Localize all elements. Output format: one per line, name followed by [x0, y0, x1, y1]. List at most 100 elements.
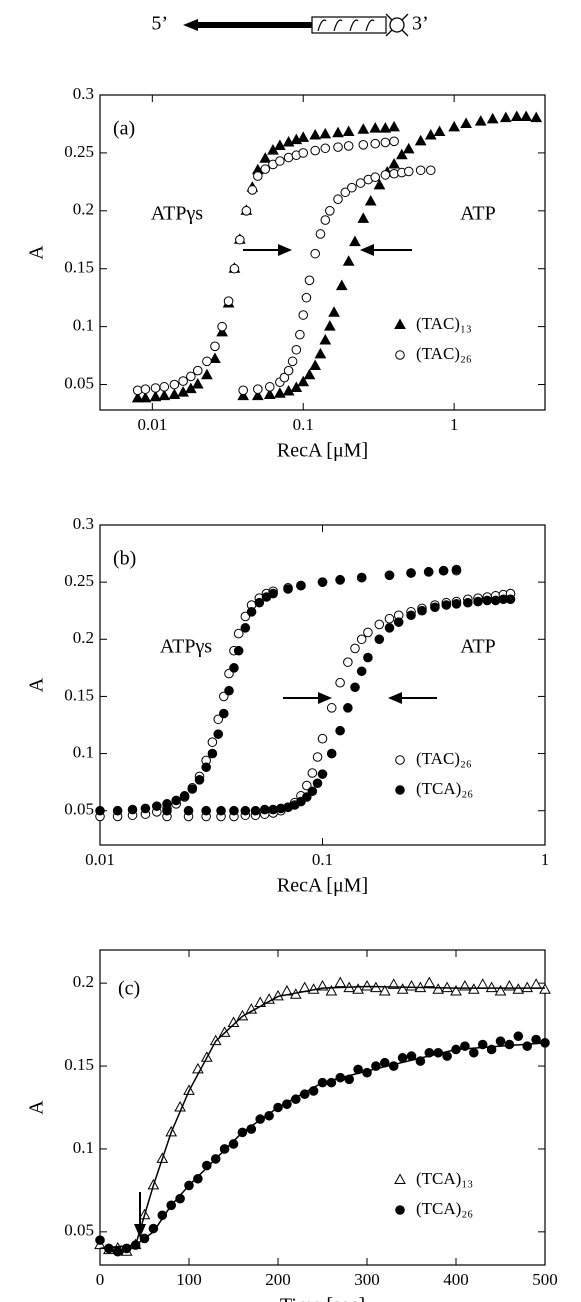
circle-marker [132, 385, 143, 396]
circle-marker [384, 613, 395, 624]
circle-marker [260, 164, 271, 174]
y-tick-label: 0.15 [64, 1055, 94, 1074]
circle-marker [304, 275, 315, 286]
circle-marker [363, 627, 373, 638]
triangle-marker [263, 993, 275, 1004]
circle-marker [112, 805, 123, 816]
circle-marker [178, 376, 188, 386]
fit-line [99, 1042, 546, 1250]
circle-marker [504, 1039, 515, 1050]
label-rays [385, 13, 409, 37]
circle-marker [140, 384, 151, 394]
annotation-arrowhead [278, 244, 292, 256]
strand-diagram: 5’ 3’ [151, 13, 429, 37]
annotation: ATPγs [151, 203, 203, 225]
triangle-marker [388, 120, 400, 132]
x-axis-title: Time [sec] [280, 1295, 365, 1302]
triangle-marker [388, 157, 400, 169]
y-tick-label: 0.25 [64, 571, 94, 590]
y-tick-label: 0.05 [64, 373, 94, 392]
triangle-marker [387, 978, 400, 989]
circle-marker [301, 292, 312, 303]
circle-marker [310, 145, 320, 156]
x-axis-title: RecA [μM] [277, 440, 368, 462]
circle-marker [425, 165, 436, 176]
circle-marker [335, 677, 345, 688]
circle-marker [513, 1031, 524, 1042]
circle-marker [438, 565, 449, 576]
annotation: ATP [460, 636, 496, 658]
triangle-marker [433, 125, 446, 137]
circle-marker [179, 791, 190, 801]
triangle-marker [378, 984, 391, 996]
circle-marker [207, 748, 218, 759]
circle-marker [218, 708, 229, 719]
y-tick-label: 0.25 [64, 142, 94, 161]
x-axis-title: RecA [μM] [277, 875, 368, 897]
triangle-marker [297, 375, 310, 387]
annotation: (a) [113, 118, 135, 140]
y-tick-label: 0.1 [73, 316, 94, 335]
triangle-marker [361, 979, 373, 991]
circle-marker [233, 628, 244, 639]
circle-marker [363, 652, 373, 663]
triangle-marker [274, 139, 286, 150]
y-tick-label: 0.15 [64, 258, 94, 277]
circle-marker [159, 382, 170, 392]
y-tick-label: 0.2 [73, 972, 94, 991]
plot-frame [99, 524, 546, 846]
circle-marker [202, 1160, 212, 1171]
circle-marker [254, 597, 265, 608]
circle-marker [295, 329, 305, 340]
circle-marker [417, 605, 427, 616]
triangle-marker [309, 359, 322, 370]
triangle-marker [349, 235, 361, 247]
triangle-marker [424, 129, 437, 140]
triangle-marker [328, 306, 340, 317]
legend-marker [394, 318, 406, 329]
x-tick-label: 0.1 [293, 415, 314, 434]
circle-marker [192, 365, 203, 376]
circle-marker [223, 296, 234, 306]
circle-marker [317, 577, 328, 587]
triangle-marker [432, 983, 445, 994]
circle-marker [186, 371, 196, 382]
circle-marker [183, 805, 194, 816]
circle-marker [268, 588, 278, 599]
circle-marker [350, 643, 360, 654]
x-tick-label: 0.1 [312, 850, 333, 869]
triangle-marker [364, 195, 377, 206]
annotation: ATP [460, 203, 496, 225]
circle-marker [246, 607, 257, 617]
circle-marker [233, 645, 244, 656]
y-tick-label: 0.2 [73, 200, 94, 219]
circle-marker [283, 584, 293, 594]
triangle-marker [342, 255, 355, 266]
triangle-marker [460, 117, 472, 128]
x-tick-label: 400 [443, 1270, 469, 1289]
triangle-marker [139, 391, 152, 403]
circle-marker [250, 805, 261, 816]
circle-marker [113, 1246, 123, 1257]
circle-marker [194, 775, 205, 785]
circle-marker [224, 685, 234, 696]
legend-label: (TCA)₁₃ [416, 1169, 473, 1188]
triangle-marker [325, 984, 338, 996]
triangle-marker [405, 979, 418, 991]
triangle-marker [290, 381, 303, 392]
triangle-marker [303, 368, 316, 380]
circle-marker [380, 137, 391, 148]
circle-marker [187, 784, 198, 794]
circle-marker [235, 234, 245, 245]
triangle-marker [369, 122, 382, 133]
circle-marker [148, 1223, 159, 1234]
circle-marker [482, 595, 493, 606]
x-tick-label: 0.01 [85, 850, 115, 869]
triangle-marker [441, 981, 453, 993]
circle-marker [162, 805, 172, 816]
circle-marker [140, 803, 151, 814]
circle-marker [264, 1110, 274, 1121]
circle-marker [325, 206, 335, 216]
triangle-marker [149, 390, 162, 402]
circle-marker [374, 634, 385, 645]
